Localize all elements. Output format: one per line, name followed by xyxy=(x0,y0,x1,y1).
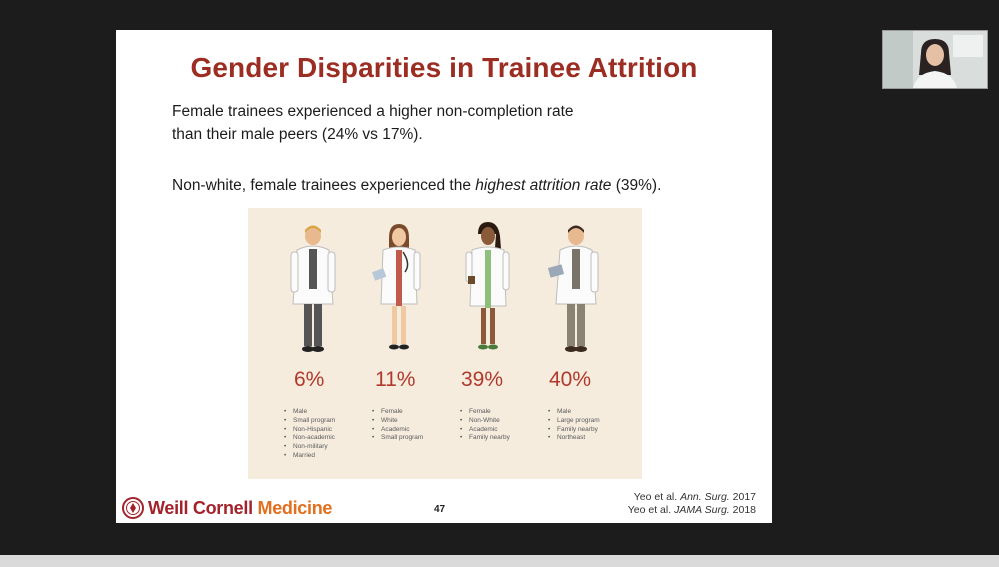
female-doctor-figure-2 xyxy=(465,222,510,350)
trait-item: Large program xyxy=(548,417,600,426)
page-number: 47 xyxy=(434,504,446,515)
finding-2-post: (39%). xyxy=(611,177,662,194)
attrition-percent-4: 40% xyxy=(549,368,592,391)
trait-item: Northeast xyxy=(548,434,600,443)
attrition-percent-2: 11% xyxy=(375,368,416,391)
trait-list-2: Female White Academic Small program xyxy=(372,408,423,443)
attrition-percent-3: 39% xyxy=(461,368,504,391)
trait-item: Academic xyxy=(372,426,423,435)
bottom-strip xyxy=(0,555,999,567)
trait-item: Non-military xyxy=(284,443,335,452)
trait-item: Male xyxy=(548,408,600,417)
female-doctor-figure xyxy=(371,224,421,350)
finding-1-line-1: Female trainees experienced a higher non… xyxy=(172,103,574,120)
logo-wordmark: Weill Cornell Medicine xyxy=(148,498,332,519)
seal-icon xyxy=(122,497,144,519)
trait-item: Married xyxy=(284,452,335,461)
citation-2-pre: Yeo et al. xyxy=(627,504,675,516)
trait-list-1: Male Small program Non-Hispanic Non-acad… xyxy=(284,408,335,461)
attrition-percent-1: 6% xyxy=(294,368,325,391)
trait-list-4: Male Large program Family nearby Northea… xyxy=(548,408,600,443)
male-doctor-figure-2 xyxy=(547,225,599,352)
participant-video-thumbnail[interactable] xyxy=(882,30,988,89)
trait-item: Non-academic xyxy=(284,434,335,443)
logo-part-1: Weill Cornell xyxy=(148,497,258,518)
citation-1-pre: Yeo et al. xyxy=(633,491,681,503)
trait-item: Non-White xyxy=(460,417,510,426)
finding-2-pre: Non-white, female trainees experienced t… xyxy=(172,177,476,194)
weill-cornell-logo: Weill Cornell Medicine xyxy=(122,497,332,519)
citation-2-year: 2018 xyxy=(729,504,756,516)
trait-item: Female xyxy=(460,408,510,417)
trait-item: Non-Hispanic xyxy=(284,426,335,435)
male-doctor-figure xyxy=(290,225,336,352)
finding-paragraph-1: Female trainees experienced a higher non… xyxy=(172,100,732,146)
citations: Yeo et al. Ann. Surg. 2017 Yeo et al. JA… xyxy=(628,491,756,517)
citation-2: Yeo et al. JAMA Surg. 2018 xyxy=(628,504,756,517)
participant-video-image xyxy=(883,31,987,88)
finding-paragraph-2: Non-white, female trainees experienced t… xyxy=(172,174,752,197)
trait-item: Small program xyxy=(284,417,335,426)
trait-item: Small program xyxy=(372,434,423,443)
citation-1: Yeo et al. Ann. Surg. 2017 xyxy=(628,491,756,504)
slide-title: Gender Disparities in Trainee Attrition xyxy=(190,52,698,83)
trainee-infographic: 6% 11% 39% 40% Male Small program Non-Hi… xyxy=(248,208,642,479)
logo-part-2: Medicine xyxy=(257,497,333,518)
trait-item: Male xyxy=(284,408,335,417)
presentation-slide: Gender Disparities in Trainee Attrition … xyxy=(116,30,772,523)
trait-item: Academic xyxy=(460,426,510,435)
trait-item: Family nearby xyxy=(548,426,600,435)
finding-1-line-2: than their male peers (24% vs 17%). xyxy=(172,126,423,143)
trait-item: White xyxy=(372,417,423,426)
citation-2-journal: JAMA Surg. xyxy=(674,504,730,516)
trait-item: Female xyxy=(372,408,423,417)
citation-1-year: 2017 xyxy=(729,491,756,503)
trait-item: Family nearby xyxy=(460,434,510,443)
screen-share-window: Gender Disparities in Trainee Attrition … xyxy=(0,0,999,555)
finding-2-emphasis: highest attrition rate xyxy=(475,177,612,194)
trait-list-3: Female Non-White Academic Family nearby xyxy=(460,408,510,443)
citation-1-journal: Ann. Surg. xyxy=(680,491,730,503)
